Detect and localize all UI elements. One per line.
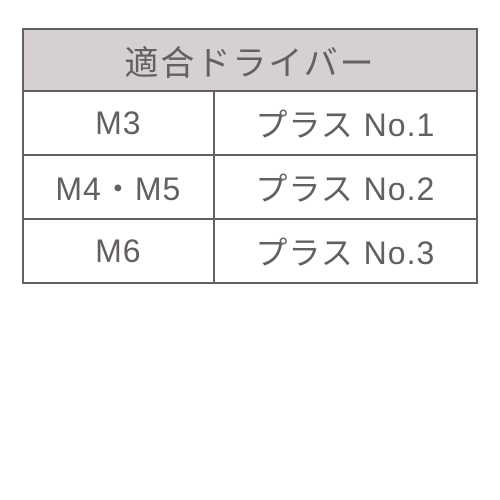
size-cell: M3 <box>23 91 214 155</box>
table-row: M3 プラス No.1 <box>23 91 477 155</box>
driver-cell: プラス No.3 <box>214 219 477 283</box>
driver-table: 適合ドライバー M3 プラス No.1 M4・M5 プラス No.2 M6 プラ… <box>22 28 478 284</box>
table-row: M4・M5 プラス No.2 <box>23 155 477 219</box>
size-cell: M6 <box>23 219 214 283</box>
driver-cell: プラス No.1 <box>214 91 477 155</box>
driver-cell: プラス No.2 <box>214 155 477 219</box>
table-header: 適合ドライバー <box>23 29 477 91</box>
size-cell: M4・M5 <box>23 155 214 219</box>
table-row: M6 プラス No.3 <box>23 219 477 283</box>
table-container: 適合ドライバー M3 プラス No.1 M4・M5 プラス No.2 M6 プラ… <box>0 0 500 284</box>
